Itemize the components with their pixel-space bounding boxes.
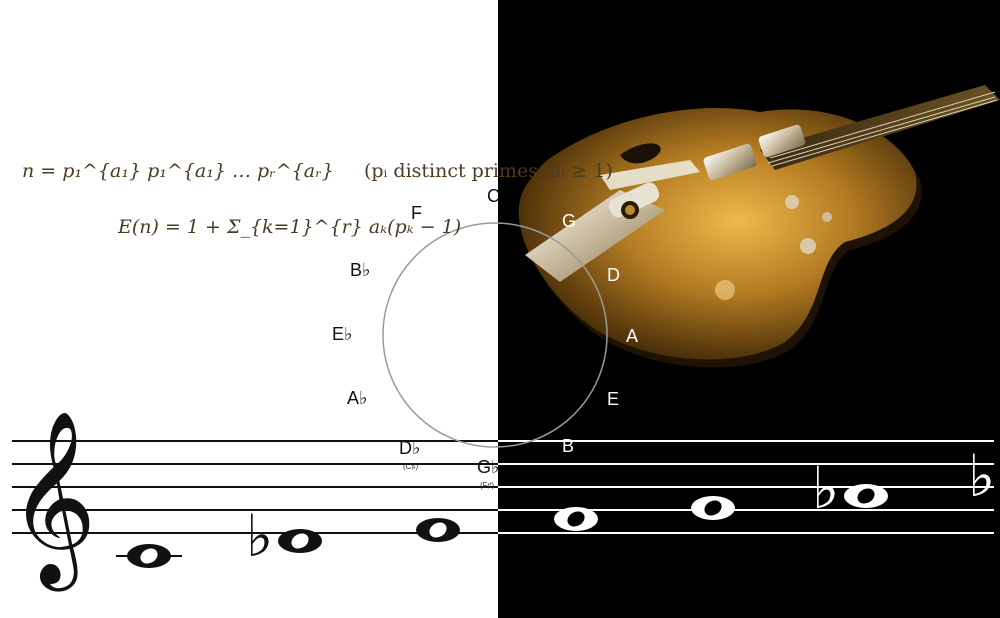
formula-line-2: E(n) = 1 + Σ_{k=1}^{r} aₖ(pₖ − 1) <box>118 216 461 238</box>
cof-note-a-flat: A♭ <box>347 388 368 408</box>
cof-note-e: E <box>607 389 620 409</box>
cof-enharmonic-f-sharp: (F♯) <box>480 481 495 490</box>
note-a-sharp: ♭ <box>812 454 888 522</box>
cof-note-g: G <box>562 211 577 231</box>
guitar-neck <box>760 85 1000 170</box>
cof-note-b: B <box>562 436 575 456</box>
note-c <box>116 544 182 568</box>
formula-sum: E(n) = 1 + Σ_{k=1}^{r} aₖ(pₖ − 1) <box>118 216 462 238</box>
flat-icon: ♭ <box>246 502 273 570</box>
formula-factorization: n = p₁^{a₁} p₁^{a₁} … pᵣ^{aᵣ} <box>22 160 334 182</box>
note-f-sharp <box>554 507 598 531</box>
cof-enharmonic-c-sharp: (C♯) <box>403 462 419 471</box>
staff-lines-right <box>498 440 994 534</box>
cof-note-b-flat: B♭ <box>350 260 371 280</box>
formula-condition: (pᵢ distinct primes, aᵢ ≥ 1) <box>363 160 613 182</box>
circle-of-fifths-ring <box>382 222 608 448</box>
cof-note-a: A <box>626 326 639 346</box>
cof-note-d-flat: D♭ <box>399 438 421 458</box>
guitar-pickups <box>703 124 806 181</box>
cof-note-g-flat: G♭ <box>477 457 500 477</box>
staff-lines-left <box>12 440 498 534</box>
note-d-flat: ♭ <box>246 502 322 570</box>
cof-note-d: D <box>607 265 620 285</box>
note-g-sharp <box>691 496 735 520</box>
cof-note-e-flat: E♭ <box>332 324 353 344</box>
treble-clef-icon: 𝄞 <box>8 410 97 592</box>
bigsby-tailpiece <box>525 160 700 282</box>
formula-line-1: n = p₁^{a₁} p₁^{a₁} … pᵣ^{aᵣ} (pᵢ distin… <box>22 160 613 182</box>
cof-note-f: F <box>411 203 422 223</box>
note-e <box>416 518 460 542</box>
flat-icon: ♭ <box>968 442 995 510</box>
flat-icon: ♭ <box>812 454 839 522</box>
cof-note-c: C <box>487 186 500 206</box>
trailing-flat: ♭ <box>968 442 995 510</box>
